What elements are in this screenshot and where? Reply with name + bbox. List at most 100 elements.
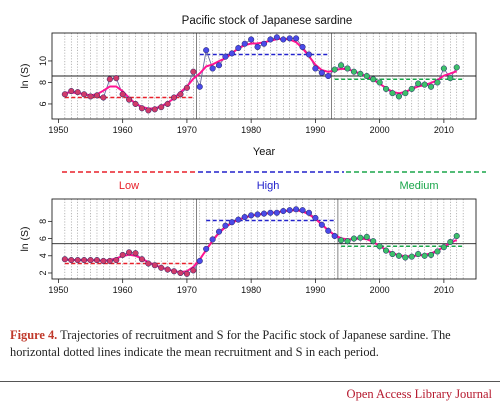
bottom-data-point	[151, 262, 158, 269]
bottom-data-point	[164, 266, 171, 273]
top-data-point	[177, 91, 184, 98]
bottom-data-point	[305, 209, 313, 216]
top-data-point	[113, 75, 120, 82]
bottom-data-point	[312, 214, 319, 221]
top-x-tick-label: 1970	[177, 125, 197, 135]
bottom-data-point	[434, 248, 441, 255]
bottom-data-point	[145, 260, 152, 267]
bottom-data-point	[280, 207, 287, 215]
bottom-data-point	[68, 257, 75, 264]
top-data-point	[383, 85, 390, 92]
top-data-point	[81, 91, 88, 98]
figure-canvas: Pacific stock of Japanese sardine 1950 19…	[19, 15, 486, 295]
bottom-data-point	[395, 252, 402, 259]
top-y-tick-label: 10	[38, 56, 48, 66]
top-data-point	[280, 36, 287, 43]
figure-caption: Figure 4. Trajectories of recruitment an…	[10, 327, 492, 361]
bottom-data-point	[376, 243, 383, 250]
bottom-data-point	[370, 238, 377, 245]
bottom-data-point	[113, 257, 120, 264]
bottom-data-point	[87, 257, 94, 264]
bottom-y-tick-label: 2	[38, 270, 48, 275]
top-data-point	[415, 80, 422, 87]
bottom-data-point	[260, 210, 268, 217]
top-data-point	[228, 50, 235, 57]
bottom-data-point	[190, 267, 197, 274]
top-plot-frame	[51, 32, 477, 120]
top-data-point	[74, 89, 81, 96]
top-data-point	[68, 88, 75, 95]
chart-title: Pacific stock of Japanese sardine	[182, 15, 353, 27]
bottom-data-point	[389, 251, 396, 258]
top-data-point	[421, 81, 428, 88]
top-data-point	[158, 104, 165, 111]
top-data-point	[93, 92, 101, 99]
top-data-point	[254, 43, 261, 51]
caption-label: Figure 4.	[10, 328, 58, 342]
top-y-axis-label: ln (S)	[19, 63, 31, 88]
top-series-line	[64, 36, 458, 111]
bottom-data-point	[235, 216, 242, 223]
top-x-tick-label: 1960	[113, 125, 133, 135]
bottom-data-point	[293, 206, 300, 213]
top-data-point	[106, 76, 113, 83]
top-data-point	[132, 100, 139, 107]
top-data-point	[183, 84, 190, 91]
top-data-point	[151, 106, 158, 113]
top-data-point	[370, 76, 377, 83]
bottom-data-point	[363, 233, 370, 240]
bottom-x-tick-label: 1950	[48, 285, 68, 295]
bottom-data-point	[203, 245, 210, 252]
bottom-data-point	[183, 270, 190, 277]
bottom-data-point	[177, 269, 184, 277]
bottom-data-point	[273, 209, 280, 216]
bottom-x-tick-label: 2000	[370, 285, 390, 295]
bottom-data-point	[138, 256, 145, 263]
top-data-point	[286, 35, 293, 42]
bottom-data-point	[453, 232, 460, 240]
bottom-y-tick-label: 8	[38, 219, 48, 224]
top-x-tick-label: 1950	[48, 125, 68, 135]
bottom-data-point	[421, 252, 428, 259]
bottom-data-point	[350, 235, 357, 242]
bottom-data-point	[196, 257, 203, 264]
top-data-point	[145, 107, 152, 114]
top-y-tick-label: 8	[38, 80, 48, 85]
top-data-point	[440, 65, 447, 72]
top-data-point	[235, 45, 242, 52]
bottom-data-point	[331, 232, 338, 240]
top-data-point	[138, 105, 145, 112]
top-data-point	[427, 83, 435, 90]
top-data-point	[273, 34, 280, 41]
bottom-data-point	[132, 250, 139, 257]
legend-high-label: High	[257, 180, 280, 192]
bottom-data-point	[74, 257, 81, 264]
top-data-point	[222, 53, 229, 60]
top-data-point	[171, 94, 178, 101]
bottom-data-point	[119, 251, 126, 258]
bottom-data-point	[254, 211, 261, 218]
bottom-x-tick-label: 1990	[305, 285, 325, 295]
top-data-point	[299, 43, 306, 51]
bottom-data-point	[344, 238, 351, 245]
bottom-data-point	[286, 207, 293, 214]
bottom-data-point	[93, 257, 101, 264]
bottom-y-axis-label: ln (S)	[19, 226, 31, 251]
top-data-point	[196, 83, 203, 90]
bottom-data-point	[402, 254, 409, 261]
top-data-point	[363, 72, 370, 80]
bottom-plot-frame	[51, 198, 477, 280]
bottom-x-tick-label: 1970	[177, 285, 197, 295]
top-data-point	[357, 70, 364, 77]
top-x-axis-label: Year	[253, 146, 276, 158]
bottom-data-point	[241, 214, 248, 221]
top-data-point	[376, 79, 383, 86]
top-data-point	[293, 35, 300, 42]
top-data-point	[119, 91, 126, 98]
bottom-y-tick-label: 6	[38, 236, 48, 241]
bottom-data-point	[357, 234, 364, 241]
top-data-point	[100, 94, 107, 101]
bottom-data-point	[222, 222, 229, 229]
legend-low-label: Low	[119, 180, 139, 192]
top-x-tick-label: 2010	[434, 125, 454, 135]
